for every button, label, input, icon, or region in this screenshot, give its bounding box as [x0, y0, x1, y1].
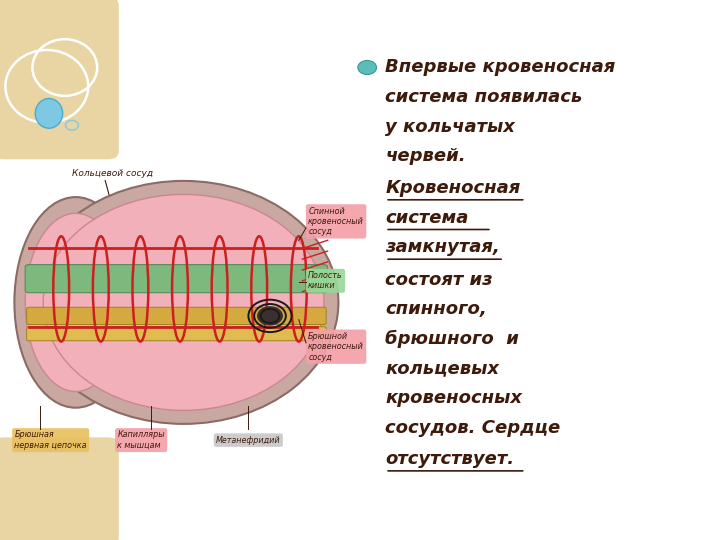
Text: брюшного  и: брюшного и [385, 330, 519, 348]
Ellipse shape [25, 213, 126, 392]
Text: у кольчатых: у кольчатых [385, 118, 515, 136]
Ellipse shape [43, 194, 324, 410]
Circle shape [257, 306, 283, 326]
FancyBboxPatch shape [27, 327, 326, 341]
Text: Кольцевой сосуд: Кольцевой сосуд [72, 170, 153, 178]
Text: Полость
кишки: Полость кишки [308, 271, 343, 291]
Text: Брюшной
кровеносный
сосуд: Брюшной кровеносный сосуд [308, 332, 364, 362]
Circle shape [358, 60, 377, 75]
FancyBboxPatch shape [0, 0, 119, 159]
Text: Брюшная
нервная цепочка: Брюшная нервная цепочка [14, 430, 87, 450]
Text: замкнутая,: замкнутая, [385, 238, 500, 256]
FancyBboxPatch shape [0, 437, 119, 540]
Text: кольцевых: кольцевых [385, 359, 499, 377]
Text: Спинной
кровеносный
сосуд: Спинной кровеносный сосуд [308, 206, 364, 237]
Text: состоят из: состоят из [385, 271, 492, 289]
Text: Впервые кровеносная: Впервые кровеносная [385, 58, 616, 77]
Text: кровеносных: кровеносных [385, 389, 522, 407]
Text: сосудов. Сердце: сосудов. Сердце [385, 418, 560, 437]
Text: Кровеносная: Кровеносная [385, 179, 521, 197]
Text: отсутствует.: отсутствует. [385, 450, 514, 468]
Text: Капилляры
к мышцам: Капилляры к мышцам [117, 430, 165, 450]
Ellipse shape [14, 197, 137, 408]
Text: червей.: червей. [385, 146, 466, 165]
Text: спинного,: спинного, [385, 300, 487, 319]
Text: система: система [385, 208, 469, 227]
FancyBboxPatch shape [25, 265, 328, 293]
Text: система появилась: система появилась [385, 88, 582, 106]
FancyBboxPatch shape [27, 307, 326, 325]
Ellipse shape [29, 181, 338, 424]
Text: Метанефридий: Метанефридий [216, 436, 281, 444]
Ellipse shape [35, 98, 63, 128]
